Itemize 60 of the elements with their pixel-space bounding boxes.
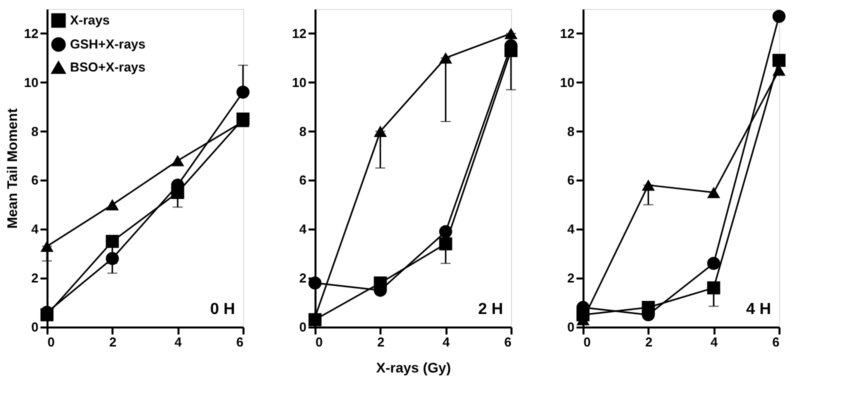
point bbox=[40, 240, 54, 252]
point bbox=[772, 10, 786, 23]
y-tick-label: 4 bbox=[299, 222, 308, 237]
y-tick-label: 6 bbox=[567, 172, 574, 188]
legend-label: X-rays bbox=[70, 12, 110, 28]
x-tick-label: 0 bbox=[316, 334, 323, 350]
y-tick-label: 6 bbox=[31, 172, 38, 188]
y-tick-label: 4 bbox=[31, 222, 40, 237]
legend-label: BSO+X-rays bbox=[70, 60, 146, 74]
y-tick-label: 6 bbox=[299, 172, 306, 188]
point bbox=[374, 126, 387, 137]
point bbox=[642, 179, 655, 191]
y-axis-title: Mean Tail Moment bbox=[4, 108, 20, 229]
x-tick-label: 6 bbox=[504, 334, 512, 350]
annotation: 2 H bbox=[478, 301, 503, 318]
y-tick-label: 10 bbox=[292, 74, 306, 90]
point bbox=[106, 234, 119, 248]
x-tick-label: 6 bbox=[772, 334, 780, 350]
y-tick-label: 8 bbox=[567, 124, 574, 139]
x-tick-label: 0 bbox=[48, 334, 55, 350]
y-tick-label: 10 bbox=[24, 74, 38, 90]
y-tick-label: 8 bbox=[31, 124, 38, 139]
y-tick-label: 4 bbox=[567, 222, 576, 237]
x-tick-label: 4 bbox=[442, 334, 451, 350]
x-tick-label: 4 bbox=[710, 334, 719, 350]
y-tick-label: 2 bbox=[31, 270, 38, 286]
y-tick-label: 10 bbox=[560, 74, 574, 90]
point bbox=[772, 54, 786, 67]
point bbox=[171, 155, 184, 166]
point bbox=[106, 199, 119, 210]
point bbox=[439, 52, 452, 64]
point bbox=[236, 86, 250, 99]
x-tick-label: 0 bbox=[584, 334, 591, 350]
point bbox=[439, 237, 452, 250]
point bbox=[707, 281, 720, 294]
point bbox=[106, 252, 119, 266]
y-tick-label: 0 bbox=[299, 320, 306, 334]
y-tick-label: 12 bbox=[24, 26, 38, 41]
y-tick-label: 0 bbox=[31, 320, 38, 334]
y-tick-label: 8 bbox=[299, 124, 306, 139]
y-tick-label: 2 bbox=[299, 270, 306, 286]
x-tick-label: 4 bbox=[174, 334, 183, 350]
point bbox=[707, 186, 720, 198]
y-tick-label: 12 bbox=[292, 26, 306, 41]
point bbox=[772, 64, 786, 76]
x-tick-label: 2 bbox=[645, 334, 652, 350]
x-axis-title: X-rays (Gy) bbox=[376, 360, 451, 376]
x-tick-label: 2 bbox=[109, 334, 116, 350]
annotation: 4 H bbox=[746, 301, 771, 318]
annotation: 0 H bbox=[210, 301, 235, 318]
x-tick-label: 2 bbox=[377, 334, 384, 350]
legend-label: GSH+X-rays bbox=[70, 36, 146, 52]
point bbox=[504, 28, 518, 40]
point bbox=[439, 225, 452, 238]
point bbox=[707, 256, 720, 270]
y-tick-label: 12 bbox=[560, 26, 574, 41]
y-tick-label: 2 bbox=[567, 270, 574, 286]
y-tick-label: 0 bbox=[567, 320, 574, 334]
point bbox=[308, 276, 322, 290]
x-tick-label: 6 bbox=[236, 334, 244, 350]
